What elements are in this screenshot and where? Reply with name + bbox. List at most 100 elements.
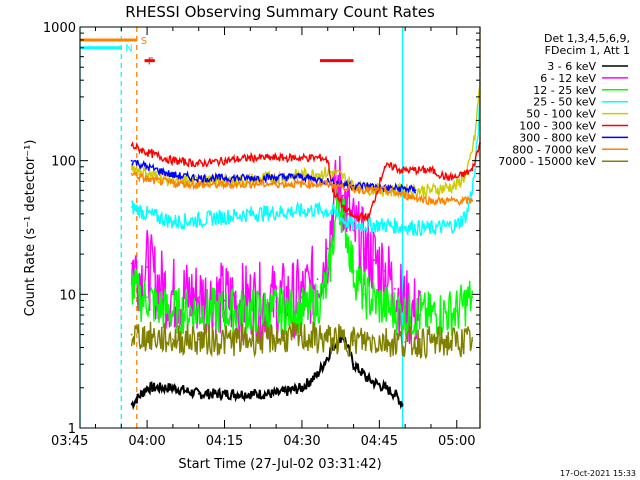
series-2-point-8: [275, 310, 278, 312]
series-7-point-6: [275, 183, 278, 185]
series-4-point-16: [455, 184, 458, 187]
series-3-point-11: [342, 219, 345, 221]
series-7-point-15: [471, 200, 474, 202]
series-1-point-3: [156, 282, 159, 285]
series-5-point-15: [393, 165, 396, 168]
series-2-point-6: [223, 310, 226, 312]
series-3-point-17: [455, 224, 458, 226]
series-1-point-6: [223, 299, 226, 302]
series-2-point-16: [352, 269, 355, 272]
y-axis-label: Count Rate (s⁻¹ detector⁻¹): [23, 140, 38, 317]
series-7-point-9: [352, 187, 355, 190]
series-8-point-5: [249, 338, 252, 341]
series-4-point-4: [223, 180, 226, 183]
series-6-point-15: [414, 189, 417, 192]
series-5-point-1: [146, 151, 148, 154]
x-tick-label: 04:00: [128, 434, 165, 449]
series-8-point-0: [130, 333, 133, 336]
series-2-point-9: [301, 310, 303, 312]
series-2-point-20: [404, 314, 407, 316]
series-1-point-0: [130, 262, 133, 265]
legend-label: 3 - 6 keV: [547, 60, 596, 73]
series-0-point-7: [301, 386, 303, 389]
series-2-point-2: [146, 296, 148, 299]
series-7-point-13: [430, 200, 432, 202]
series-8-point-7: [301, 336, 303, 338]
series-3-point-18: [466, 212, 468, 215]
series-3-point-19: [473, 172, 476, 175]
series-3-point-0: [130, 206, 133, 208]
series-2-point-12: [332, 240, 334, 243]
series-3-point-12: [352, 224, 355, 226]
series-1-point-11: [326, 247, 329, 250]
series-3-point-3: [197, 219, 200, 221]
x-tick-label: 05:00: [438, 434, 475, 449]
series-1-point-14: [342, 194, 345, 197]
series-5-point-6: [275, 156, 278, 159]
series-2-point-10: [316, 302, 319, 305]
series-6-point-4: [223, 177, 226, 180]
series-3-point-1: [146, 212, 148, 215]
series-5-point-5: [249, 156, 252, 159]
series-6: [130, 159, 417, 194]
series-5-point-12: [352, 215, 355, 218]
series-3-point-6: [275, 211, 278, 214]
y-tick-label: 1000: [43, 21, 76, 36]
series-6-point-5: [249, 177, 252, 180]
series-2-point-1: [141, 299, 143, 302]
series-7-point-5: [249, 183, 252, 185]
series-2-point-5: [197, 310, 200, 312]
chart-title: RHESSI Observing Summary Count Rates: [125, 3, 435, 21]
series-7-point-8: [326, 183, 329, 185]
y-tick-label: 1: [68, 422, 76, 437]
series-0-point-1: [146, 386, 148, 389]
x-tick-label: 04:30: [283, 434, 320, 449]
series-3-point-9: [326, 210, 329, 212]
series-3-point-16: [430, 227, 432, 230]
series-0-point-13: [383, 386, 386, 389]
series-6-point-0: [130, 159, 133, 162]
legend: Det 1,3,4,5,6,9,FDecim 1, Att 1 3 - 6 keV…: [498, 32, 630, 168]
series-5: [130, 141, 481, 223]
series-7-point-14: [455, 200, 458, 202]
plot-area: [80, 27, 480, 428]
series-0-point-12: [368, 378, 370, 381]
legend-label: 12 - 25 keV: [533, 84, 596, 97]
series-1-point-4: [172, 293, 174, 296]
series-1-point-8: [275, 300, 278, 303]
series-5-point-3: [197, 162, 200, 165]
series-0-point-15: [401, 403, 404, 406]
series-5-point-18: [430, 169, 432, 172]
series-7-point-12: [404, 194, 407, 197]
series-5-point-19: [445, 176, 448, 179]
flag-label-N: N: [125, 44, 132, 55]
series-2-point-7: [249, 310, 252, 312]
series-6-point-2: [172, 174, 174, 176]
series-6-point-14: [404, 187, 407, 190]
series-trace-0: [130, 333, 404, 411]
series-6-point-8: [316, 178, 319, 181]
series-8-point-9: [352, 339, 355, 342]
series-3-point-14: [383, 224, 386, 226]
series-7: [130, 171, 474, 207]
plot-frame: [79, 26, 481, 429]
series-2-point-19: [393, 310, 396, 312]
series-5-point-11: [342, 206, 345, 208]
legend-label: 800 - 7000 keV: [512, 143, 596, 156]
series-5-point-0: [130, 144, 133, 147]
series-2-point-3: [156, 306, 159, 309]
series-2-point-14: [342, 212, 345, 215]
series-2-point-11: [326, 282, 329, 285]
series-6-point-7: [301, 175, 303, 178]
legend-label: 6 - 12 keV: [540, 72, 596, 85]
series-8-point-2: [172, 338, 174, 341]
series-4-point-9: [332, 171, 334, 174]
series-5-point-4: [223, 159, 226, 162]
legend-label: 25 - 50 keV: [533, 96, 596, 109]
series-3-point-13: [368, 224, 370, 226]
series-1-point-1: [141, 273, 143, 276]
series-4-point-0: [130, 165, 133, 168]
series-5-point-21: [471, 169, 474, 172]
series-4-point-8: [316, 172, 319, 175]
series-4-point-1: [146, 172, 148, 175]
